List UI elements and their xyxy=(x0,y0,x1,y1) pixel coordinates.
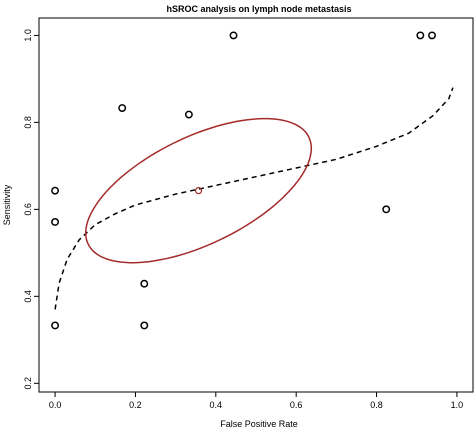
study-points xyxy=(51,31,436,330)
study-point xyxy=(51,321,60,330)
study-point xyxy=(184,110,193,119)
plot-area xyxy=(51,31,454,330)
y-tick-label: 0.8 xyxy=(23,116,33,129)
study-point xyxy=(382,205,391,214)
y-tick-label: 0.2 xyxy=(23,377,33,390)
study-point xyxy=(51,218,60,226)
x-axis: 0.0 0.2 0.4 0.6 0.8 1.0 xyxy=(49,392,463,410)
chart-title: hSROC analysis on lymph node metastasis xyxy=(166,4,351,14)
y-tick-label: 0.6 xyxy=(23,203,33,216)
hsroc-curve xyxy=(54,87,454,310)
study-point xyxy=(118,104,127,112)
study-point xyxy=(51,186,60,195)
x-tick-label: 0.0 xyxy=(49,400,62,410)
summary-point xyxy=(194,187,203,195)
x-tick-label: 1.0 xyxy=(451,400,464,410)
y-axis: 0.2 0.4 0.6 0.8 1.0 xyxy=(23,29,39,390)
study-point xyxy=(229,31,238,40)
y-axis-label: Sensitivity xyxy=(2,184,12,225)
x-tick-label: 0.6 xyxy=(290,400,303,410)
y-tick-label: 1.0 xyxy=(23,29,33,42)
study-point xyxy=(428,31,436,40)
x-tick-label: 0.4 xyxy=(210,400,223,410)
x-axis-label: False Positive Rate xyxy=(220,419,298,429)
study-point xyxy=(416,31,425,40)
study-point xyxy=(140,279,149,288)
x-tick-label: 0.8 xyxy=(370,400,383,410)
plot-frame xyxy=(38,17,474,393)
study-point xyxy=(140,321,149,330)
x-tick-label: 0.2 xyxy=(129,400,142,410)
y-tick-label: 0.4 xyxy=(23,290,33,303)
confidence-region-ellipse xyxy=(85,117,313,264)
